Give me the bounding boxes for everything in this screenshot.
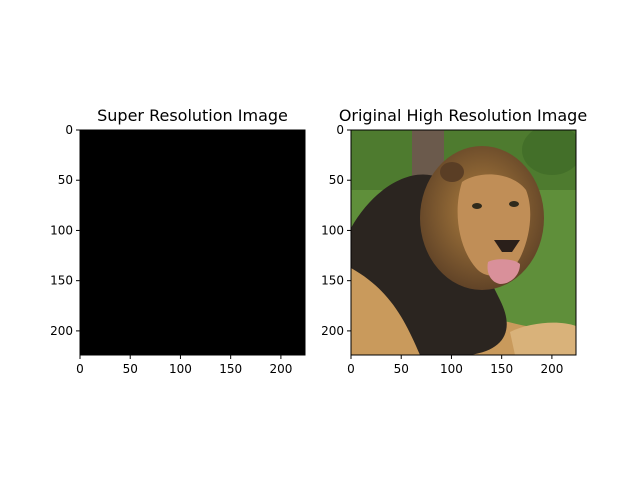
axes-super-resolution: Super Resolution Image 0 50 100 150 200 0 50 10…: [50, 106, 306, 376]
lion-dark-mane: [351, 174, 507, 355]
axis-ticks: 0 50 100 150 200 0 50 100 150 200: [321, 123, 563, 376]
super-resolution-image: [80, 130, 305, 355]
axis-ticks: 0 50 100 150 200 0 50 100 150 200: [50, 123, 292, 376]
y-tick-label: 50: [58, 173, 73, 187]
lion-eye-left: [472, 203, 482, 209]
x-tick-label: 200: [540, 362, 563, 376]
y-tick-label: 0: [65, 123, 73, 137]
y-tick-label: 100: [50, 223, 73, 237]
x-tick-label: 0: [347, 362, 355, 376]
y-tick-label: 50: [329, 173, 344, 187]
axes-frame: [79, 129, 306, 356]
lion-tongue: [487, 259, 520, 284]
x-tick-label: 0: [76, 362, 84, 376]
lion-paw: [510, 322, 576, 355]
lion-ear: [440, 162, 464, 182]
y-tick-label: 0: [336, 123, 344, 137]
lion-photo: [351, 130, 576, 355]
lion-nose: [494, 240, 520, 252]
x-tick-label: 100: [440, 362, 463, 376]
axes-frame: [350, 129, 577, 356]
y-tick-label: 150: [50, 274, 73, 288]
x-tick-label: 100: [169, 362, 192, 376]
axes-title: Super Resolution Image: [97, 106, 288, 125]
y-tick-label: 100: [321, 223, 344, 237]
x-tick-label: 50: [394, 362, 409, 376]
x-tick-label: 200: [269, 362, 292, 376]
y-tick-label: 200: [50, 324, 73, 338]
y-tick-label: 200: [321, 324, 344, 338]
x-tick-label: 150: [219, 362, 242, 376]
axes-title: Original High Resolution Image: [339, 106, 587, 125]
lion-eye-right: [509, 201, 519, 207]
y-tick-label: 150: [321, 274, 344, 288]
bush: [522, 130, 576, 175]
axes-original-high-resolution: Original High Resolution Image 0 50 100 15: [321, 106, 587, 376]
x-tick-label: 50: [123, 362, 138, 376]
x-tick-label: 150: [490, 362, 513, 376]
